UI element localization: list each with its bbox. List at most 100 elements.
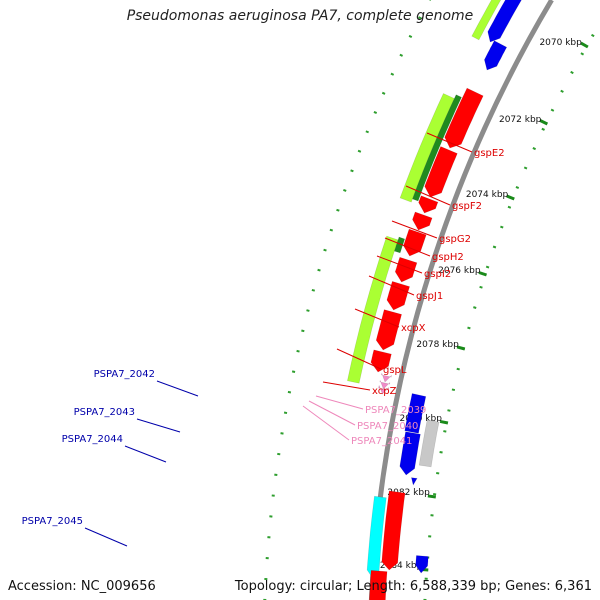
scale-tick-inner bbox=[523, 166, 528, 170]
scale-tick-outer bbox=[287, 390, 292, 394]
gene-feature-grey bbox=[418, 419, 440, 468]
scale-tick-inner bbox=[479, 285, 483, 289]
kbp-major-tick bbox=[506, 194, 515, 201]
gene-label-leader bbox=[405, 185, 451, 206]
gene-feature-pink bbox=[378, 385, 390, 395]
gene-feature-blue bbox=[415, 555, 429, 574]
kbp-major-tick bbox=[478, 271, 488, 277]
gene-label-leader bbox=[315, 395, 364, 410]
gene-label: gspJ1 bbox=[416, 291, 443, 302]
gene-feature-red bbox=[386, 281, 410, 311]
scale-tick-outer bbox=[381, 91, 386, 95]
gene-label: gspI2 bbox=[424, 269, 451, 280]
gene-label: PSPA7_2044 bbox=[62, 434, 123, 445]
scale-tick-inner bbox=[447, 409, 451, 412]
gene-feature-blue bbox=[404, 393, 427, 434]
kbp-label: 2074 kbp bbox=[466, 190, 509, 200]
gene-label: PSPA7_2040 bbox=[357, 421, 418, 432]
kbp-major-tick bbox=[580, 41, 589, 49]
scale-tick-inner bbox=[570, 70, 574, 75]
gene-label-leader bbox=[336, 348, 382, 370]
gene-feature-red bbox=[394, 256, 418, 283]
gene-label: gspE2 bbox=[474, 148, 505, 159]
scale-tick-inner bbox=[591, 33, 595, 38]
scale-tick-outer bbox=[373, 110, 378, 115]
gene-feature-dark-green bbox=[412, 94, 462, 202]
gene-label: PSPA7_2041 bbox=[351, 436, 412, 447]
scale-tick-inner bbox=[485, 265, 490, 269]
gene-feature-red bbox=[369, 570, 388, 600]
scale-tick-inner bbox=[492, 245, 497, 249]
scale-tick-outer bbox=[291, 370, 296, 373]
kbp-label: 2084 kbp bbox=[380, 561, 423, 571]
gene-label: gspL bbox=[383, 365, 407, 376]
gene-feature-red bbox=[381, 490, 406, 571]
gene-feature-pink bbox=[381, 372, 392, 383]
scale-tick-inner bbox=[443, 430, 447, 433]
gene-label-leader bbox=[368, 275, 415, 296]
scale-tick-inner bbox=[451, 388, 456, 392]
kbp-label: 2070 kbp bbox=[539, 38, 582, 48]
scale-tick-inner bbox=[467, 326, 471, 330]
scale-tick-outer bbox=[301, 329, 305, 333]
gene-label-leader bbox=[391, 220, 438, 239]
gene-feature-red bbox=[444, 87, 484, 149]
scale-tick-outer bbox=[306, 309, 310, 312]
scale-tick-inner bbox=[439, 451, 443, 454]
kbp-label: 2076 kbp bbox=[438, 266, 481, 276]
gene-feature-red bbox=[424, 146, 458, 198]
kbp-label: 2072 kbp bbox=[499, 115, 542, 125]
gene-label-leader bbox=[302, 405, 350, 441]
gene-feature-red bbox=[412, 211, 433, 231]
scale-tick-inner bbox=[580, 52, 585, 56]
kbp-major-tick bbox=[539, 119, 549, 126]
gene-feature-blue bbox=[399, 431, 421, 476]
scale-tick-outer bbox=[311, 288, 316, 292]
gene-feature-light-green bbox=[471, 0, 502, 41]
gene-label: xcpZ bbox=[372, 386, 397, 397]
gene-feature-blue bbox=[411, 477, 418, 486]
gene-label-leader bbox=[136, 418, 181, 433]
gene-feature-red bbox=[403, 228, 427, 257]
scale-tick-inner bbox=[500, 225, 504, 229]
scale-tick-outer bbox=[418, 16, 422, 20]
gene-label-leader bbox=[384, 237, 431, 257]
kbp-major-tick bbox=[427, 494, 437, 499]
kbp-major-tick bbox=[456, 345, 466, 351]
scale-tick-outer bbox=[336, 208, 340, 212]
gene-label-leader bbox=[156, 380, 199, 397]
gene-feature-light-green bbox=[347, 235, 399, 384]
scale-tick-outer bbox=[408, 34, 413, 39]
gene-label: PSPA7_2045 bbox=[22, 516, 83, 527]
scale-tick-inner bbox=[456, 367, 460, 371]
scale-tick-outer bbox=[350, 169, 354, 173]
gene-label-leader bbox=[84, 527, 128, 547]
gene-label-leader bbox=[376, 255, 423, 274]
gene-feature-blue bbox=[487, 0, 522, 43]
gene-label-leader bbox=[426, 132, 473, 153]
gene-label: gspH2 bbox=[432, 252, 464, 263]
scale-tick-outer bbox=[296, 349, 300, 353]
scale-tick-outer bbox=[283, 411, 288, 415]
scale-tick-inner bbox=[550, 108, 555, 112]
scale-tick-outer bbox=[329, 228, 334, 232]
gene-feature-red bbox=[418, 195, 439, 214]
accession-text: Accession: NC_009656 bbox=[8, 579, 156, 594]
gene-feature-blue bbox=[484, 40, 508, 71]
scale-tick-outer bbox=[357, 149, 362, 153]
gene-label: PSPA7_2042 bbox=[94, 369, 155, 380]
scale-tick-inner bbox=[541, 127, 545, 131]
scale-tick-outer bbox=[323, 248, 327, 252]
scale-tick-inner bbox=[473, 306, 477, 309]
scale-tick-inner bbox=[515, 186, 520, 190]
scale-tick-inner bbox=[507, 205, 512, 209]
scale-tick-outer bbox=[365, 130, 370, 134]
gene-label-leader bbox=[124, 445, 167, 463]
gene-label: gspG2 bbox=[439, 234, 471, 245]
scale-tick-outer bbox=[399, 53, 404, 57]
scale-tick-outer bbox=[317, 268, 321, 272]
genome-title: Pseudomonas aeruginosa PA7, complete gen… bbox=[126, 8, 474, 24]
gene-label-leader bbox=[322, 381, 371, 391]
